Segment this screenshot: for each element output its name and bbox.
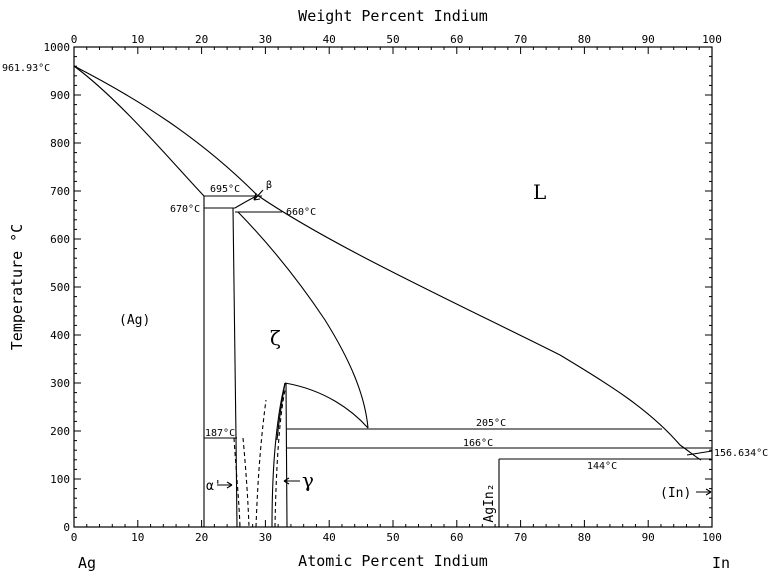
top-tick-label: 70 xyxy=(514,33,527,46)
alpha-prime-dash-mid xyxy=(242,437,250,528)
right-axis-ticks xyxy=(705,46,712,528)
top-axis-ticks: 0 10 20 30 40 50 60 70 80 90 100 xyxy=(71,33,722,54)
bottom-tick-label: 70 xyxy=(514,531,527,544)
bottom-tick-label: 40 xyxy=(323,531,336,544)
gamma-arrow xyxy=(283,477,300,485)
left-axis-title: Temperature °C xyxy=(8,224,26,350)
bottom-axis-ticks: 0 10 20 30 40 50 60 70 80 90 100 xyxy=(71,520,722,544)
gamma-left-boundary xyxy=(271,382,286,528)
bottom-tick-label: 20 xyxy=(195,531,208,544)
left-tick-label: 1000 xyxy=(44,41,71,54)
top-tick-label: 30 xyxy=(259,33,272,46)
zeta-left-lower xyxy=(235,437,238,528)
label-gamma: γ xyxy=(302,468,314,492)
label-660: 660°C xyxy=(286,207,316,218)
bottom-tick-label: 100 xyxy=(702,531,722,544)
beta-boundary xyxy=(234,195,258,209)
left-tick-label: 500 xyxy=(50,281,70,294)
bottom-tick-label: 50 xyxy=(386,531,399,544)
gamma-dash-right xyxy=(274,389,286,528)
bottom-tick-label: 10 xyxy=(131,531,144,544)
label-zeta: ζ xyxy=(270,326,281,350)
top-tick-label: 0 xyxy=(71,33,78,46)
plot-frame xyxy=(73,46,713,528)
top-tick-label: 100 xyxy=(702,33,722,46)
left-axis-ticks: 0 100 200 300 400 500 600 700 800 900 1000 xyxy=(44,41,81,534)
top-tick-label: 10 xyxy=(131,33,144,46)
in-melting-label: 156.634°C xyxy=(714,448,768,459)
left-tick-label: 100 xyxy=(50,473,70,486)
top-tick-label: 50 xyxy=(386,33,399,46)
gamma-dome-inner xyxy=(276,382,286,441)
bottom-tick-label: 80 xyxy=(578,531,591,544)
label-695: 695°C xyxy=(210,184,240,195)
left-tick-label: 0 xyxy=(63,521,70,534)
zeta-gamma-boundary xyxy=(284,382,369,429)
ag-melting-label: 961.93°C xyxy=(2,63,50,74)
bottom-tick-label: 0 xyxy=(71,531,78,544)
beta-arrow xyxy=(253,189,264,201)
label-liquid: L xyxy=(533,180,546,204)
element-in-label: In xyxy=(712,554,730,572)
bottom-tick-label: 30 xyxy=(259,531,272,544)
left-tick-label: 400 xyxy=(50,329,70,342)
liquidus-in-end xyxy=(686,450,713,456)
left-tick-label: 600 xyxy=(50,233,70,246)
top-tick-label: 40 xyxy=(323,33,336,46)
alpha-prime-dash-left xyxy=(233,437,241,528)
gamma-right-boundary xyxy=(285,382,288,528)
label-670: 670°C xyxy=(170,204,200,215)
top-tick-label: 80 xyxy=(578,33,591,46)
label-144: 144°C xyxy=(587,461,617,472)
label-ag-phase: (Ag) xyxy=(119,313,150,328)
label-166: 166°C xyxy=(463,438,493,449)
element-ag-label: Ag xyxy=(78,554,96,572)
left-tick-label: 800 xyxy=(50,137,70,150)
top-tick-label: 90 xyxy=(642,33,655,46)
label-beta: β xyxy=(266,180,272,191)
solidus-ag-side xyxy=(73,65,205,197)
label-in-phase: (In) xyxy=(660,486,691,501)
label-205: 205°C xyxy=(476,418,506,429)
alpha-prime-arrow xyxy=(217,481,233,489)
gamma-dash-left xyxy=(255,399,267,528)
left-tick-label: 700 xyxy=(50,185,70,198)
top-axis-title: Weight Percent Indium xyxy=(298,7,488,25)
liquidus-ag-side xyxy=(73,65,258,196)
bottom-tick-label: 60 xyxy=(450,531,463,544)
label-alpha-prime: α' xyxy=(206,479,222,494)
top-tick-label: 20 xyxy=(195,33,208,46)
left-tick-label: 300 xyxy=(50,377,70,390)
left-tick-label: 900 xyxy=(50,89,70,102)
label-187: 187°C xyxy=(205,428,235,439)
left-tick-label: 200 xyxy=(50,425,70,438)
zeta-upper-boundary xyxy=(237,211,369,429)
top-tick-label: 60 xyxy=(450,33,463,46)
label-agin2: AgIn₂ xyxy=(482,483,497,522)
bottom-tick-label: 90 xyxy=(642,531,655,544)
bottom-axis-title: Atomic Percent Indium xyxy=(298,552,488,570)
in-phase-arrow xyxy=(696,488,712,496)
zeta-left-boundary xyxy=(232,207,237,439)
